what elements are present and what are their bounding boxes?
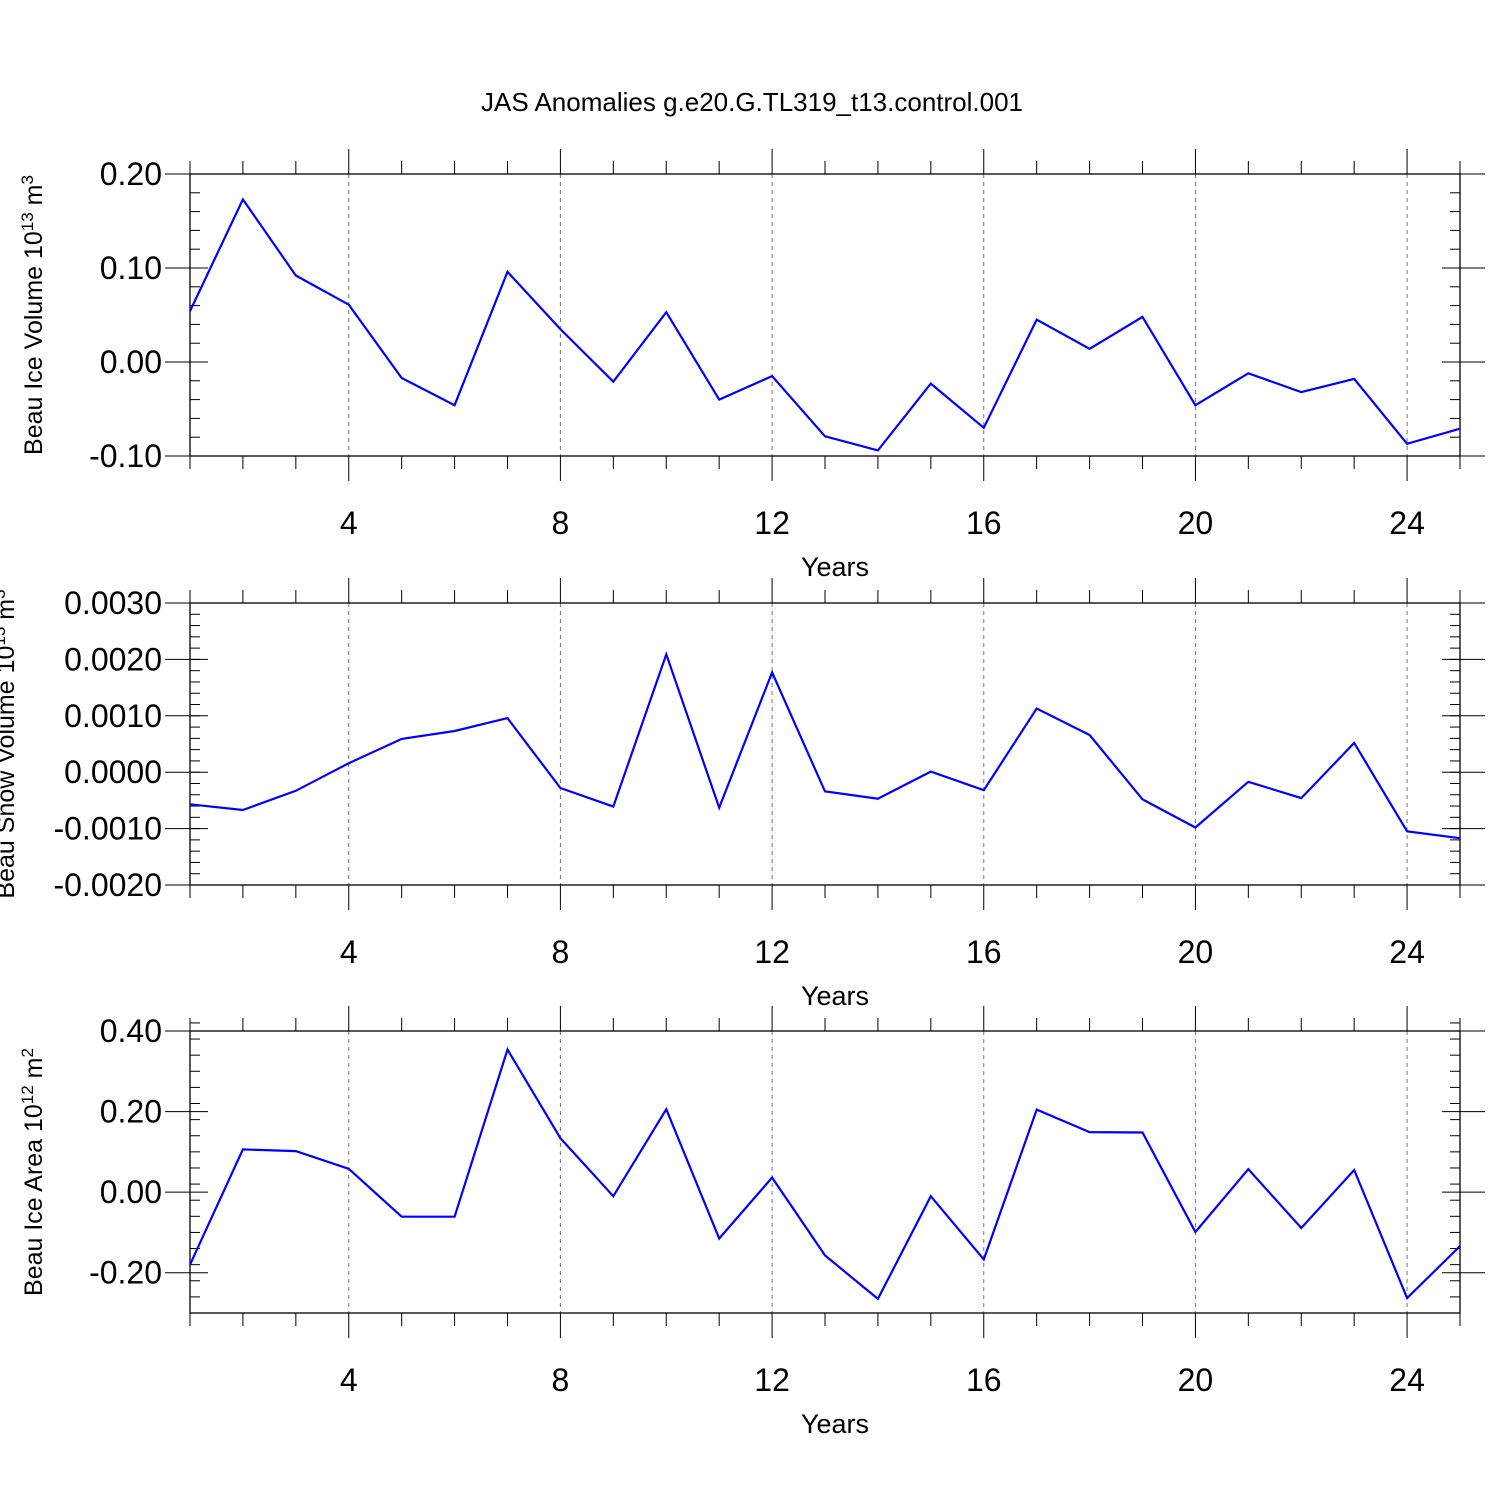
x-tick-label: 16 — [966, 934, 1002, 970]
chart-panel-3: -0.20 0.00 0.20 0.40 4 8 12 16 20 24 Years Beau Ice… — [18, 1006, 1485, 1439]
x-tick-label: 16 — [966, 505, 1002, 541]
series-line — [189, 197, 1461, 452]
y-tick-label: -0.20 — [89, 1255, 162, 1291]
chart-panels: -0.10 0.00 0.10 0.20 4 8 12 16 20 24 Years Beau Ice… — [0, 149, 1485, 1439]
y-axis-label: Beau Ice Volume 1013 m3 — [18, 175, 49, 455]
x-axis-label: Years — [801, 1409, 869, 1439]
x-tick-label: 24 — [1389, 1362, 1425, 1398]
y-tick-label: 0.20 — [100, 156, 162, 192]
chart-panel-2: -0.0020 -0.0010 0.0000 0.0010 0.0020 0.0030 4 8… — [0, 578, 1485, 1011]
x-tick-label: 20 — [1178, 505, 1214, 541]
x-tick-label: 4 — [340, 505, 358, 541]
x-tick-label: 8 — [552, 1362, 570, 1398]
y-tick-label: 0.40 — [100, 1013, 162, 1049]
y-tick-label: 0.00 — [100, 344, 162, 380]
x-tick-label: 12 — [754, 1362, 790, 1398]
x-tick-label: 4 — [340, 934, 358, 970]
x-axis-label: Years — [801, 552, 869, 582]
x-tick-label: 20 — [1178, 1362, 1214, 1398]
x-tick-label: 12 — [754, 505, 790, 541]
chart-panel-1: -0.10 0.00 0.10 0.20 4 8 12 16 20 24 Years Beau Ice… — [18, 149, 1485, 582]
x-tick-label: 24 — [1389, 934, 1425, 970]
y-axis-label: Beau Ice Area 1012 m2 — [18, 1048, 49, 1296]
y-axis-label: Beau Snow Volume 1013 m3 — [0, 589, 20, 898]
y-tick-label: 0.0020 — [64, 641, 162, 677]
plot-frame — [189, 173, 1461, 457]
x-tick-label: 16 — [966, 1362, 1002, 1398]
x-tick-label: 4 — [340, 1362, 358, 1398]
y-tick-label: 0.20 — [100, 1094, 162, 1130]
y-tick-label: -0.0020 — [53, 867, 162, 903]
y-tick-label: -0.0010 — [53, 811, 162, 847]
y-tick-label: 0.0030 — [64, 585, 162, 621]
y-tick-label: 0.10 — [100, 250, 162, 286]
x-axis-label: Years — [801, 981, 869, 1011]
x-tick-label: 12 — [754, 934, 790, 970]
y-tick-label: 0.0000 — [64, 754, 162, 790]
x-tick-label: 24 — [1389, 505, 1425, 541]
y-tick-label: -0.10 — [89, 438, 162, 474]
series-line — [189, 1046, 1461, 1301]
x-tick-label: 8 — [552, 505, 570, 541]
y-tick-label: 0.0010 — [64, 698, 162, 734]
x-tick-label: 20 — [1178, 934, 1214, 970]
series-line — [189, 650, 1461, 840]
figure-title: JAS Anomalies g.e20.G.TL319_t13.control.… — [481, 87, 1023, 117]
plot-frame — [189, 1030, 1461, 1314]
plot-frame — [189, 602, 1461, 886]
x-tick-label: 8 — [552, 934, 570, 970]
y-tick-label: 0.00 — [100, 1174, 162, 1210]
